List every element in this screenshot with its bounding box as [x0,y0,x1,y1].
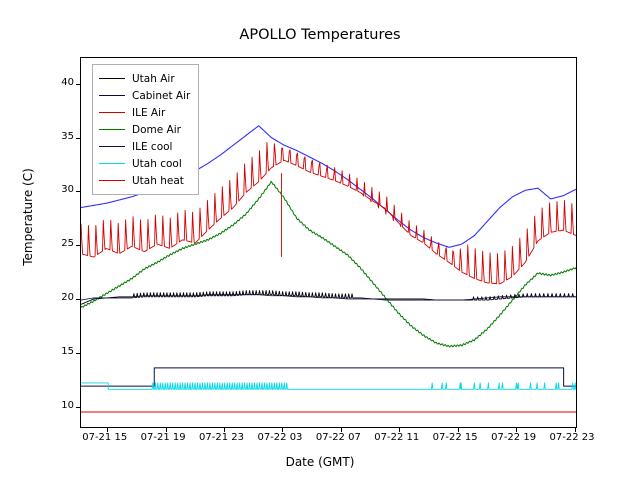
x-axis-label: Date (GMT) [285,455,355,469]
y-tick-mark [76,191,80,193]
x-tick-label: 07-22 23 [549,432,595,443]
x-tick-mark [574,428,576,432]
y-axis-label: Temperature (C) [21,168,35,266]
y-tick-label: 20 [61,292,74,304]
x-tick-mark [516,428,518,432]
legend-item: Dome Air [99,121,190,138]
y-tick-label: 35 [61,130,74,142]
y-tick-mark [76,245,80,247]
y-tick-label: 40 [61,76,74,88]
legend-label: Cabinet Air [132,89,191,102]
x-tick-label: 07-22 11 [374,432,420,443]
legend-label: Utah cool [132,157,182,170]
legend: Utah Air Cabinet Air ILE Air Dome Air ILE co… [92,64,200,195]
x-tick-label: 07-22 03 [257,432,303,443]
legend-item: Utah heat [99,172,190,189]
x-tick-mark [224,428,226,432]
y-tick-mark [76,406,80,408]
y-tick-label: 15 [61,345,74,357]
x-tick-mark [165,428,167,432]
chart-title: APOLLO Temperatures [239,27,401,43]
y-tick-mark [76,352,80,354]
series-line [81,180,576,348]
legend-item: Utah cool [99,155,190,172]
legend-color-swatch [99,129,125,130]
x-tick-label: 07-21 15 [82,432,128,443]
legend-label: Dome Air [132,123,181,136]
x-tick-mark [282,428,284,432]
legend-label: ILE cool [132,140,173,153]
y-tick-mark [76,299,80,301]
legend-color-swatch [99,180,125,181]
legend-item: ILE Air [99,104,190,121]
series-line [81,382,576,390]
y-tick-label: 25 [61,238,74,250]
y-tick-mark [76,83,80,85]
legend-item: ILE cool [99,138,190,155]
y-tick-label: 30 [61,184,74,196]
series-line [81,294,576,301]
legend-color-swatch [99,95,125,96]
legend-color-swatch [99,112,125,113]
series-line [81,290,576,305]
x-tick-label: 07-21 19 [140,432,186,443]
x-tick-mark [340,428,342,432]
x-tick-label: 07-21 23 [199,432,244,443]
y-tick-mark [76,137,80,139]
x-tick-label: 07-22 15 [432,432,478,443]
legend-color-swatch [99,78,125,79]
x-tick-mark [399,428,401,432]
x-tick-mark [107,428,109,432]
legend-item: Utah Air [99,70,190,87]
x-tick-label: 07-22 07 [315,432,361,443]
series-line [81,367,576,387]
x-tick-mark [457,428,459,432]
series-line [81,142,576,285]
legend-label: ILE Air [132,106,166,119]
legend-color-swatch [99,163,125,164]
legend-label: Utah Air [132,72,175,85]
legend-item: Cabinet Air [99,87,190,104]
x-tick-label: 07-22 19 [491,432,537,443]
legend-label: Utah heat [132,174,184,187]
legend-color-swatch [99,146,125,147]
y-tick-label: 10 [61,399,74,411]
